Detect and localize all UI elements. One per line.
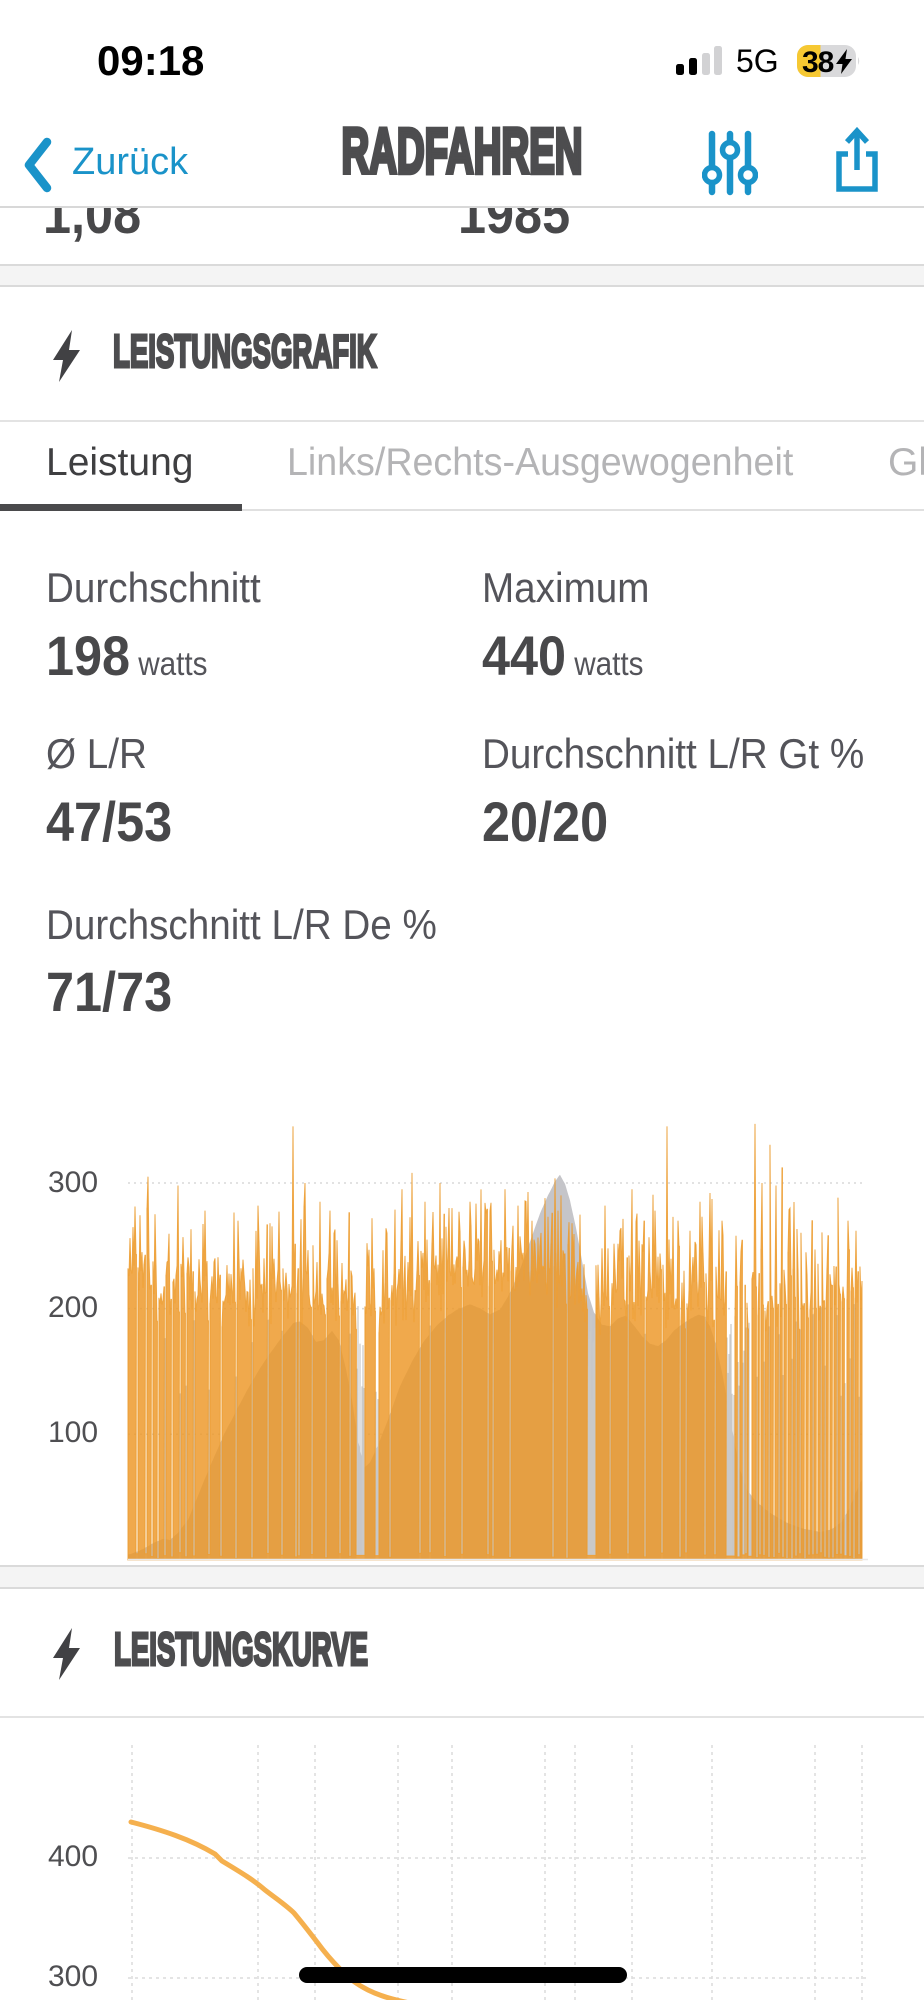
- svg-text:38: 38: [802, 46, 834, 78]
